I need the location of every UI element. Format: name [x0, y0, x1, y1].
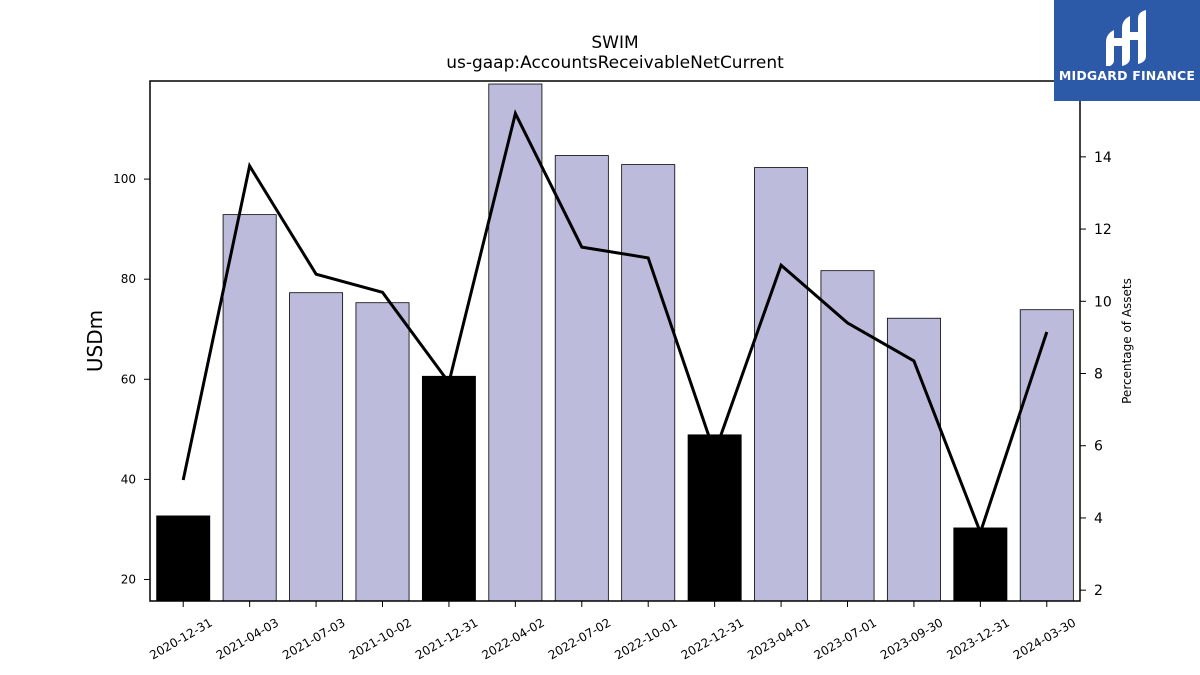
y2-tick-label: 14: [1094, 150, 1112, 166]
y2-axis-label: Percentage of Assets: [1120, 278, 1134, 404]
x-tick-label: 2023-04-01: [745, 615, 812, 662]
bar-2021-10-02: [355, 302, 410, 602]
bar-2021-12-31: [421, 375, 476, 602]
x-tick-label: 2024-03-30: [1011, 615, 1078, 662]
chart-subtitle: us-gaap:AccountsReceivableNetCurrent: [446, 53, 784, 73]
x-tick-label: 2022-04-02: [479, 615, 546, 662]
chart-title: SWIM: [591, 33, 638, 53]
x-tick-label: 2021-10-02: [347, 615, 414, 662]
x-tick-label: 2023-12-31: [944, 615, 1011, 662]
bar-2023-12-31: [953, 527, 1008, 602]
y-tick-label: 20: [121, 572, 136, 586]
x-tick-label: 2021-04-03: [214, 615, 281, 662]
bar-2023-07-01: [820, 270, 875, 602]
bar-2023-04-01: [754, 167, 809, 602]
x-tick-label: 2022-07-02: [546, 615, 613, 662]
bar-2024-03-30: [1019, 309, 1074, 602]
y2-tick-label: 2: [1094, 583, 1103, 599]
y2-tick-label: 6: [1094, 439, 1103, 455]
y-axis-label: USDm: [83, 310, 107, 372]
bar-2022-12-31: [687, 434, 742, 602]
bar-2022-04-02: [488, 83, 543, 602]
y2-tick-label: 4: [1094, 511, 1103, 527]
bar-2023-09-30: [886, 317, 941, 602]
y2-tick-label: 12: [1094, 222, 1112, 238]
x-tick-label: 2023-07-01: [812, 615, 879, 662]
y-tick-label: 60: [121, 372, 136, 386]
bar-2022-10-01: [621, 164, 676, 602]
bar-2020-12-31: [156, 515, 211, 602]
bar-2021-07-03: [289, 292, 344, 602]
x-tick-label: 2022-12-31: [679, 615, 746, 662]
y2-tick-label: 10: [1094, 294, 1112, 310]
x-tick-label: 2021-12-31: [413, 615, 480, 662]
x-tick-label: 2021-07-03: [280, 615, 347, 662]
y-tick-label: 80: [121, 272, 136, 286]
logo-text: MIDGARD FINANCE: [1058, 68, 1196, 83]
logo-mark-icon: [1106, 10, 1146, 66]
x-tick-label: 2020-12-31: [147, 615, 214, 662]
plot-frame: [149, 80, 1081, 602]
bar-2021-04-03: [222, 214, 277, 602]
bar-2022-07-02: [554, 155, 609, 602]
y2-tick-label: 8: [1094, 367, 1103, 383]
x-tick-label: 2022-10-01: [612, 615, 679, 662]
x-tick-label: 2023-09-30: [878, 615, 945, 662]
percentage-line: [181, 109, 1049, 537]
y-tick-label: 40: [121, 472, 136, 486]
y-tick-label: 100: [113, 172, 136, 186]
midgard-finance-logo: MIDGARD FINANCE: [1054, 0, 1200, 101]
